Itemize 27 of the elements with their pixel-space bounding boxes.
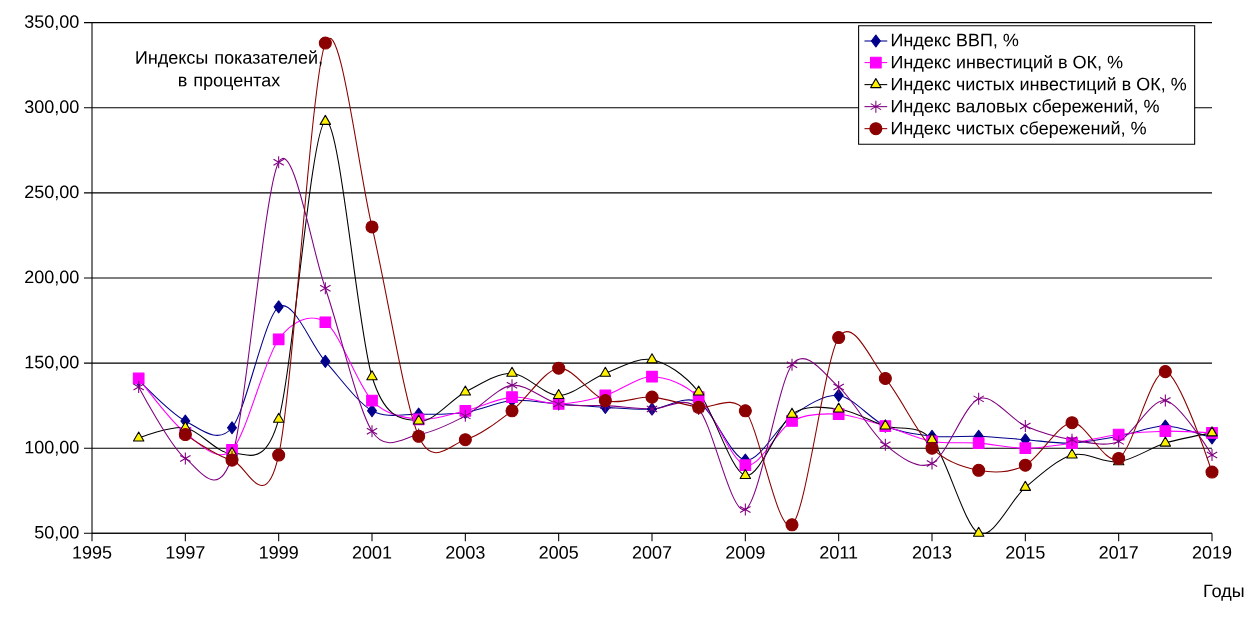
x-tick-label: 1995	[73, 546, 112, 559]
y-tick-label: 300,00	[24, 100, 79, 116]
legend-label: Индекс чистых инвестиций в ОК, %	[891, 76, 1187, 94]
x-tick-label: 2001	[352, 546, 392, 559]
x-tick-label: 2019	[1192, 546, 1232, 559]
y-tick-label: 100,00	[25, 440, 79, 456]
x-tick-label: 2005	[539, 546, 578, 559]
x-tick-label: 2017	[1099, 546, 1138, 559]
legend-label: Индекс чистых сбережений, %	[891, 120, 1146, 139]
x-axis-title: Годы	[1204, 584, 1244, 601]
x-tick-label: 2011	[820, 546, 858, 559]
legend-label: Индекс ВВП, %	[891, 33, 1019, 50]
y-axis-title: Индексы показателей, в процентах	[136, 50, 322, 91]
x-tick-label: 2007	[632, 546, 672, 559]
legend-label: Индекс валовых сбережений, %	[891, 98, 1159, 117]
y-tick-label: 250,00	[25, 185, 79, 201]
x-tick-label: 2009	[726, 546, 765, 559]
x-tick-label: 2003	[446, 546, 485, 559]
x-tick-label: 2013	[912, 546, 952, 559]
x-tick-label: 1999	[260, 546, 298, 559]
x-tick-label: 2015	[1006, 546, 1045, 559]
x-tick-label: 1997	[166, 546, 205, 559]
y-tick-label: 350,00	[24, 15, 79, 31]
y-tick-label: 150,00	[25, 355, 79, 371]
legend-label: Индекс инвестиций в ОК, %	[891, 54, 1123, 72]
y-tick-label: 50,00	[34, 525, 79, 541]
y-tick-label: 200,00	[25, 270, 79, 286]
